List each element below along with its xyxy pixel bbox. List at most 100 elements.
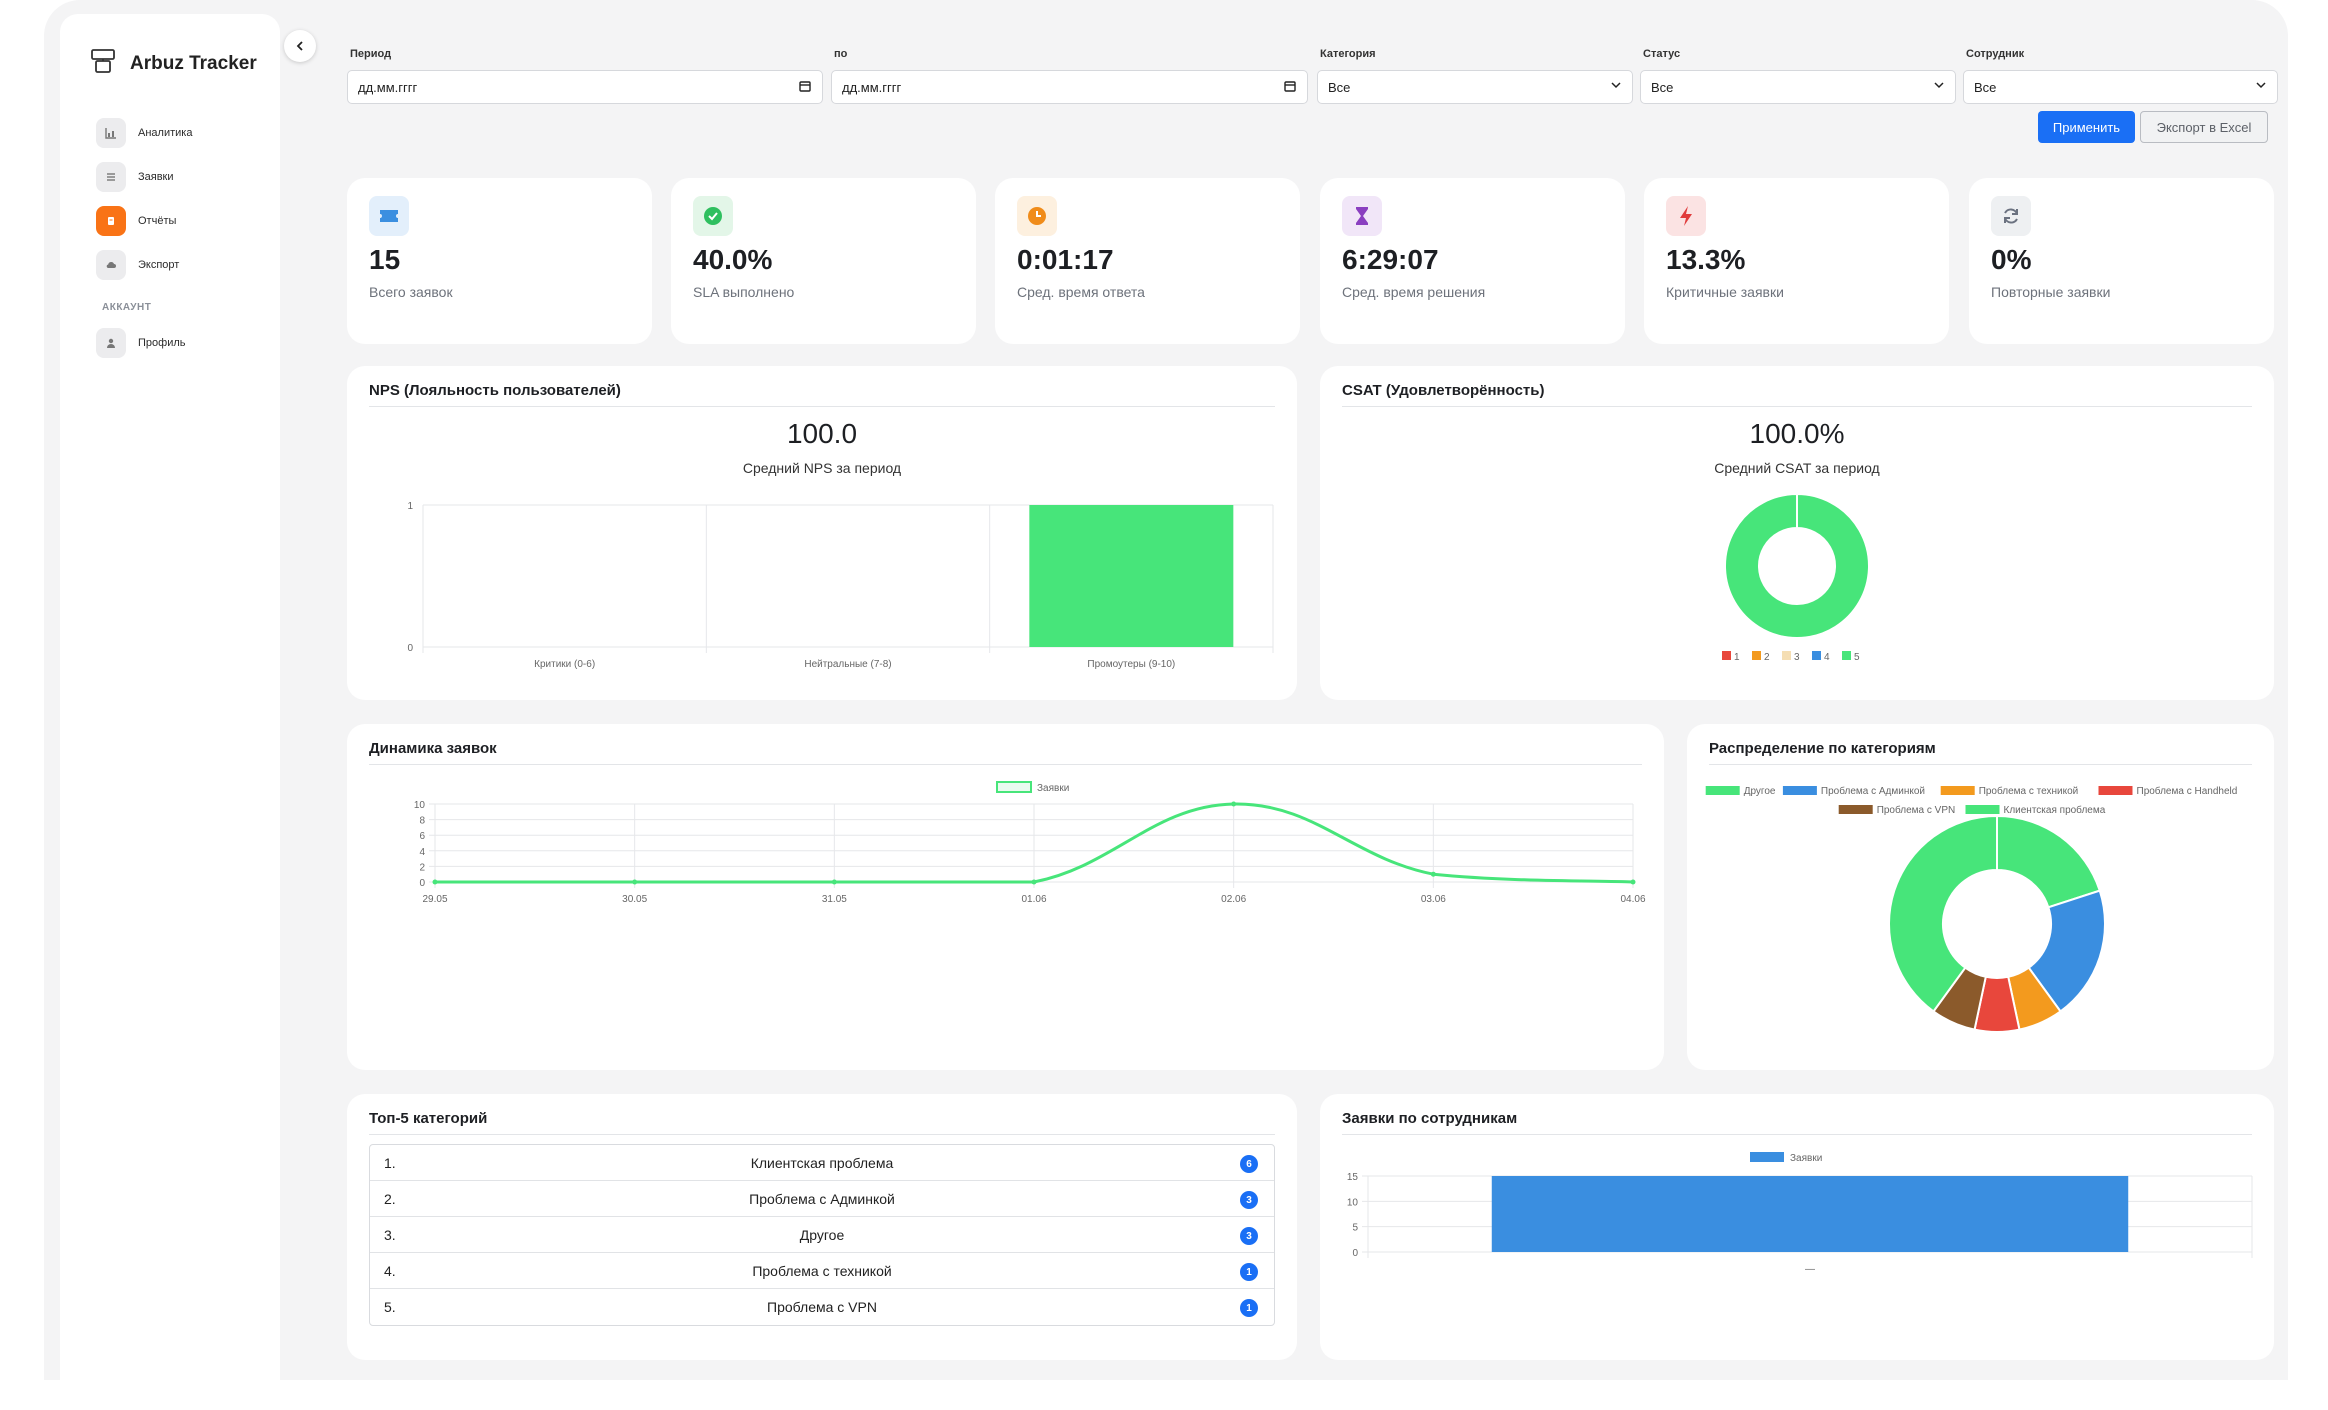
period-from-input[interactable]: дд.мм.гггг: [347, 70, 823, 104]
sidebar-section-account: АККАУНТ: [102, 302, 152, 313]
nps-caption: Средний NPS за период: [742, 460, 902, 476]
period-label: Период: [350, 48, 392, 60]
sidebar-item-label: Аналитика: [138, 127, 193, 139]
legend-swatch: [1782, 786, 1817, 795]
calendar-icon[interactable]: [1283, 79, 1297, 96]
x-tick-label: 03.06: [1421, 894, 1446, 905]
x-tick-label: 01.06: [1021, 894, 1046, 905]
dynamics-panel: Динамика заявок 0 2 4 6 8 10 29.05 30.05 31.05 01…: [347, 724, 1664, 1070]
sidebar-item-label: Экспорт: [138, 259, 180, 271]
rank: 2.: [384, 1191, 396, 1207]
app-logo-icon: [90, 48, 116, 79]
sidebar-item-label: Профиль: [138, 337, 186, 349]
divider: [1342, 406, 2252, 407]
period-from-value: дд.мм.гггг: [358, 79, 418, 95]
category-name: Проблема с VPN: [767, 1299, 877, 1315]
employee-select[interactable]: Все: [1963, 70, 2278, 104]
divider: [369, 1134, 1275, 1135]
sidebar-collapse-button[interactable]: [284, 30, 316, 62]
dynamics-title: Динамика заявок: [369, 740, 497, 757]
kpi-card-repeat: 0% Повторные заявки: [1969, 178, 2274, 344]
x-tick-label: Нейтральные (7-8): [804, 659, 891, 670]
csat-title: CSAT (Удовлетворённость): [1342, 382, 1545, 399]
list-item: 2. Проблема с Админкой 3: [370, 1181, 1274, 1217]
legend-swatch: [1940, 786, 1975, 795]
count-badge: 3: [1240, 1227, 1258, 1245]
y-tick-label: 8: [419, 816, 425, 827]
kpi-value: 13.3%: [1666, 244, 1746, 275]
export-excel-button[interactable]: Экспорт в Excel: [2140, 111, 2268, 143]
legend-swatch: [1838, 805, 1873, 814]
sidebar-item-tickets[interactable]: Заявки: [96, 162, 174, 192]
y-tick-label: 0: [419, 878, 425, 889]
divider: [1342, 1134, 2252, 1135]
bar: [1029, 505, 1234, 647]
sidebar-item-label: Заявки: [138, 171, 174, 183]
legend-label: 2: [1764, 652, 1770, 663]
kpi-value: 6:29:07: [1342, 244, 1439, 275]
legend-label: 3: [1794, 652, 1800, 663]
chart-icon: [96, 118, 126, 148]
kpi-card-response-time: 0:01:17 Сред. время ответа: [995, 178, 1300, 344]
data-point: [632, 879, 638, 885]
list-item: 4. Проблема с техникой 1: [370, 1253, 1274, 1289]
ticket-icon: [369, 196, 409, 236]
pie-slice: [1888, 814, 1998, 1013]
legend-label: Проблема с VPN: [1877, 804, 1956, 816]
rank: 1.: [384, 1155, 396, 1171]
check-circle-icon: [693, 196, 733, 236]
kpi-card-sla: 40.0% SLA выполнено: [671, 178, 976, 344]
pie-slice: [1723, 492, 1870, 639]
y-tick-label: 4: [419, 847, 425, 858]
y-tick-label: 1: [407, 501, 413, 512]
kpi-value: 15: [369, 244, 401, 275]
nps-title: NPS (Лояльность пользователей): [369, 382, 621, 399]
legend-swatch: [1750, 1152, 1784, 1162]
sidebar-item-label: Отчёты: [138, 215, 177, 227]
user-icon: [96, 328, 126, 358]
sidebar-item-analytics[interactable]: Аналитика: [96, 118, 192, 148]
legend-label: Другое: [1744, 786, 1776, 797]
category-select[interactable]: Все: [1317, 70, 1633, 104]
csat-value: 100.0%: [1749, 418, 1845, 449]
employees-panel: Заявки по сотрудникам 0 5 10 15 — Заявки: [1320, 1094, 2274, 1360]
sidebar-item-reports[interactable]: Отчёты: [96, 206, 176, 236]
legend-label: Заявки: [1037, 783, 1069, 794]
legend-swatch: [1812, 651, 1821, 660]
sidebar-item-profile[interactable]: Профиль: [96, 328, 186, 358]
status-label: Статус: [1643, 48, 1681, 60]
x-tick-label: Промоутеры (9-10): [1087, 659, 1175, 670]
list-item: 3. Другое 3: [370, 1217, 1274, 1253]
legend-swatch: [1752, 651, 1761, 660]
brand[interactable]: Arbuz Tracker: [90, 48, 257, 79]
chevron-down-icon: [1610, 79, 1622, 94]
y-tick-label: 10: [414, 800, 426, 811]
data-point: [1031, 879, 1037, 885]
apply-button[interactable]: Применить: [2038, 111, 2135, 143]
legend-swatch: [2098, 786, 2133, 795]
count-badge: 6: [1240, 1155, 1258, 1173]
lightning-icon: [1666, 196, 1706, 236]
kpi-value: 0:01:17: [1017, 244, 1114, 275]
sidebar-item-export[interactable]: Экспорт: [96, 250, 179, 280]
kpi-label: Критичные заявки: [1666, 284, 1784, 300]
calendar-icon[interactable]: [798, 79, 812, 96]
y-tick-label: 0: [1352, 1248, 1358, 1259]
period-to-input[interactable]: дд.мм.гггг: [831, 70, 1308, 104]
divider: [1709, 764, 2252, 765]
refresh-icon: [1991, 196, 2031, 236]
list-item: 5. Проблема с VPN 1: [370, 1289, 1274, 1325]
dashboard-app: Arbuz Tracker Аналитика Заявки Отчёты Эк…: [44, 0, 2288, 1410]
top5-title: Топ-5 категорий: [369, 1110, 488, 1127]
chevron-down-icon: [1933, 79, 1945, 94]
period-to-value: дд.мм.гггг: [842, 79, 902, 95]
x-tick-label: 30.05: [622, 894, 647, 905]
y-tick-label: 15: [1347, 1172, 1359, 1183]
next-panel-edge: [347, 1380, 987, 1410]
data-point: [831, 879, 837, 885]
chevron-left-icon: [296, 41, 303, 51]
kpi-label: Сред. время решения: [1342, 284, 1486, 300]
status-select[interactable]: Все: [1640, 70, 1956, 104]
bar: [1491, 1176, 2129, 1252]
legend-label: Заявки: [1790, 1153, 1822, 1164]
